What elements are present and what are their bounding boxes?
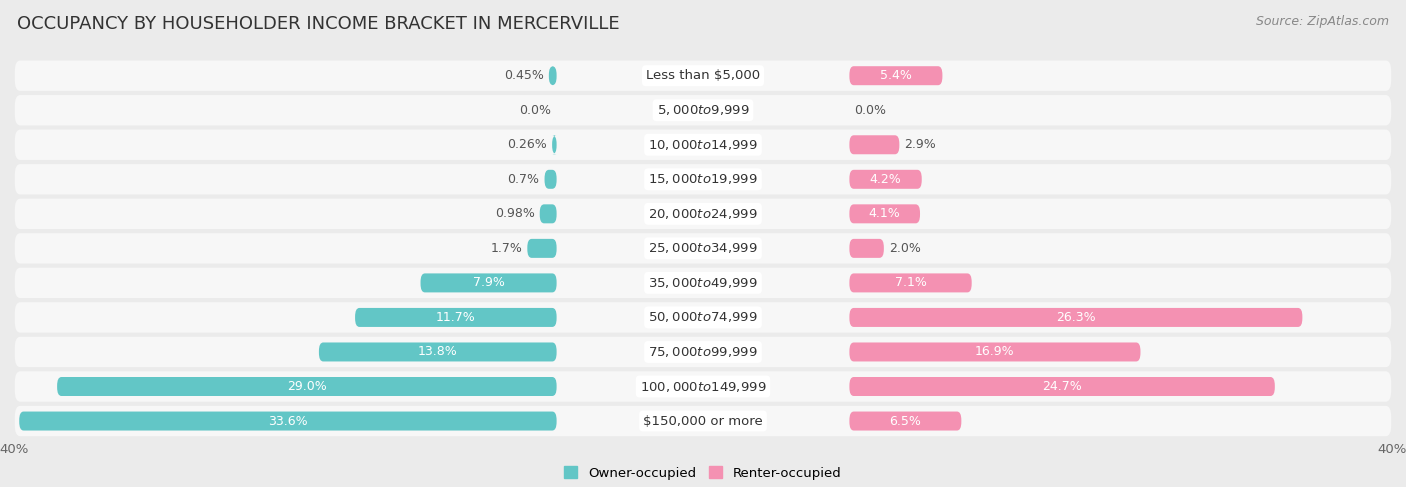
FancyBboxPatch shape (849, 308, 1302, 327)
Text: 16.9%: 16.9% (976, 345, 1015, 358)
FancyBboxPatch shape (849, 377, 1275, 396)
Text: Source: ZipAtlas.com: Source: ZipAtlas.com (1256, 15, 1389, 28)
FancyBboxPatch shape (14, 301, 1392, 333)
FancyBboxPatch shape (849, 205, 920, 224)
Text: $50,000 to $74,999: $50,000 to $74,999 (648, 310, 758, 324)
Text: 0.0%: 0.0% (519, 104, 551, 117)
Text: 7.9%: 7.9% (472, 277, 505, 289)
Text: 13.8%: 13.8% (418, 345, 457, 358)
FancyBboxPatch shape (849, 66, 942, 85)
Text: 24.7%: 24.7% (1042, 380, 1083, 393)
Text: OCCUPANCY BY HOUSEHOLDER INCOME BRACKET IN MERCERVILLE: OCCUPANCY BY HOUSEHOLDER INCOME BRACKET … (17, 15, 620, 33)
Text: 7.1%: 7.1% (894, 277, 927, 289)
Text: $15,000 to $19,999: $15,000 to $19,999 (648, 172, 758, 187)
Text: 2.9%: 2.9% (904, 138, 936, 151)
FancyBboxPatch shape (548, 66, 557, 85)
FancyBboxPatch shape (849, 273, 972, 292)
Text: 2.0%: 2.0% (889, 242, 921, 255)
Text: 0.7%: 0.7% (508, 173, 540, 186)
FancyBboxPatch shape (14, 336, 1392, 368)
FancyBboxPatch shape (544, 170, 557, 189)
Text: 0.98%: 0.98% (495, 207, 534, 220)
Text: 29.0%: 29.0% (287, 380, 326, 393)
FancyBboxPatch shape (14, 198, 1392, 230)
Text: 0.45%: 0.45% (503, 69, 544, 82)
FancyBboxPatch shape (14, 405, 1392, 437)
Text: $150,000 or more: $150,000 or more (643, 414, 763, 428)
FancyBboxPatch shape (849, 170, 922, 189)
Legend: Owner-occupied, Renter-occupied: Owner-occupied, Renter-occupied (560, 461, 846, 485)
Text: 0.0%: 0.0% (855, 104, 887, 117)
FancyBboxPatch shape (527, 239, 557, 258)
FancyBboxPatch shape (14, 267, 1392, 299)
Text: $25,000 to $34,999: $25,000 to $34,999 (648, 242, 758, 255)
Text: 0.26%: 0.26% (508, 138, 547, 151)
FancyBboxPatch shape (540, 205, 557, 224)
Text: 11.7%: 11.7% (436, 311, 475, 324)
Text: $5,000 to $9,999: $5,000 to $9,999 (657, 103, 749, 117)
FancyBboxPatch shape (849, 342, 1140, 361)
FancyBboxPatch shape (356, 308, 557, 327)
Text: 33.6%: 33.6% (269, 414, 308, 428)
Text: 1.7%: 1.7% (491, 242, 522, 255)
FancyBboxPatch shape (849, 135, 900, 154)
Text: 4.1%: 4.1% (869, 207, 901, 220)
FancyBboxPatch shape (14, 60, 1392, 92)
FancyBboxPatch shape (14, 129, 1392, 161)
FancyBboxPatch shape (14, 164, 1392, 195)
FancyBboxPatch shape (553, 135, 557, 154)
FancyBboxPatch shape (420, 273, 557, 292)
FancyBboxPatch shape (14, 232, 1392, 264)
FancyBboxPatch shape (20, 412, 557, 431)
Text: 5.4%: 5.4% (880, 69, 912, 82)
FancyBboxPatch shape (58, 377, 557, 396)
FancyBboxPatch shape (849, 239, 884, 258)
FancyBboxPatch shape (14, 371, 1392, 402)
Text: 6.5%: 6.5% (890, 414, 921, 428)
Text: $100,000 to $149,999: $100,000 to $149,999 (640, 379, 766, 393)
Text: $10,000 to $14,999: $10,000 to $14,999 (648, 138, 758, 152)
FancyBboxPatch shape (849, 412, 962, 431)
Text: Less than $5,000: Less than $5,000 (645, 69, 761, 82)
Text: $35,000 to $49,999: $35,000 to $49,999 (648, 276, 758, 290)
Text: $20,000 to $24,999: $20,000 to $24,999 (648, 207, 758, 221)
FancyBboxPatch shape (14, 94, 1392, 126)
Text: 26.3%: 26.3% (1056, 311, 1095, 324)
Text: $75,000 to $99,999: $75,000 to $99,999 (648, 345, 758, 359)
Text: 4.2%: 4.2% (870, 173, 901, 186)
FancyBboxPatch shape (319, 342, 557, 361)
